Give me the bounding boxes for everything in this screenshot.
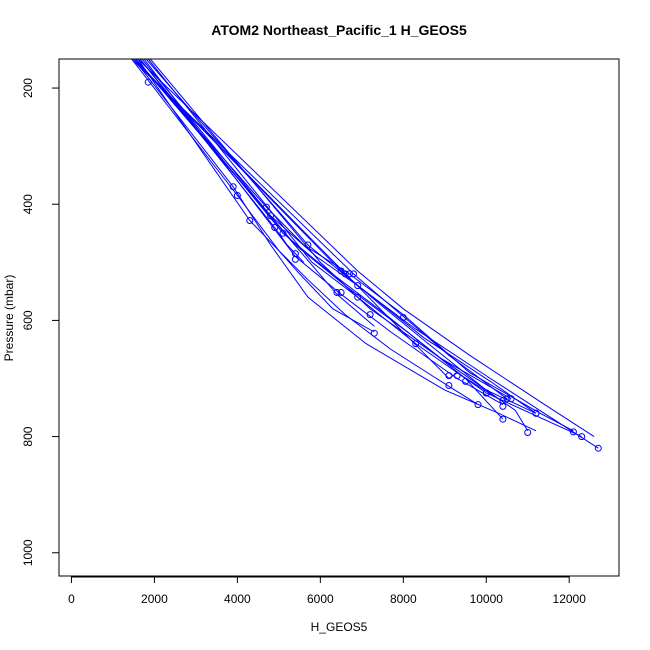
data-point bbox=[445, 372, 453, 380]
data-point bbox=[354, 282, 362, 290]
data-point bbox=[499, 415, 507, 423]
data-point bbox=[532, 409, 540, 417]
data-point bbox=[337, 289, 345, 296]
data-point bbox=[271, 224, 279, 231]
y-tick-label: 1000 bbox=[21, 539, 35, 566]
data-point bbox=[333, 289, 341, 296]
y-tick-label: 400 bbox=[21, 194, 35, 214]
data-point bbox=[524, 429, 532, 436]
profile-line-2 bbox=[131, 59, 375, 333]
profile-line-16 bbox=[135, 59, 375, 327]
data-point bbox=[578, 433, 586, 441]
data-point bbox=[453, 372, 461, 380]
profile-line-1 bbox=[133, 59, 537, 432]
profile-line-3 bbox=[135, 59, 574, 432]
data-point bbox=[337, 267, 345, 275]
data-point bbox=[366, 311, 374, 319]
profile-line-6 bbox=[145, 59, 599, 449]
chart-title: ATOM2 Northeast_Pacific_1 H_GEOS5 bbox=[211, 22, 467, 38]
data-point bbox=[499, 397, 507, 405]
profile-line-17 bbox=[133, 59, 504, 403]
y-tick-label: 600 bbox=[21, 310, 35, 330]
y-axis: 200 400 600 800 1000 bbox=[21, 78, 60, 566]
x-tick-label: 12000 bbox=[553, 592, 587, 606]
data-point bbox=[144, 78, 152, 86]
x-tick-label: 2000 bbox=[141, 592, 168, 606]
y-tick-label: 800 bbox=[21, 426, 35, 446]
y-axis-label: Pressure (mbar) bbox=[2, 275, 16, 362]
data-point bbox=[474, 401, 482, 409]
data-point bbox=[291, 250, 299, 258]
x-tick-label: 6000 bbox=[307, 592, 334, 606]
x-axis-label: H_GEOS5 bbox=[311, 620, 368, 634]
plot-frame bbox=[58, 58, 620, 577]
data-point bbox=[445, 382, 453, 389]
data-point bbox=[233, 192, 241, 199]
profile-line-12 bbox=[131, 59, 508, 400]
data-point bbox=[594, 444, 602, 452]
profile-line-8 bbox=[143, 59, 504, 406]
x-tick-label: 10000 bbox=[470, 592, 504, 606]
profile-line-10 bbox=[149, 59, 529, 432]
profile-line-4 bbox=[137, 59, 479, 406]
profile-line-14 bbox=[137, 59, 595, 438]
profile-line-7 bbox=[139, 59, 512, 400]
y-tick-label: 200 bbox=[21, 78, 35, 98]
x-tick-label: 0 bbox=[68, 592, 75, 606]
x-axis: 0 2000 4000 6000 8000 10000 12000 bbox=[68, 576, 586, 606]
profile-line-9 bbox=[147, 59, 582, 438]
data-point bbox=[246, 217, 254, 224]
data-point bbox=[350, 270, 357, 278]
x-tick-label: 4000 bbox=[224, 592, 251, 606]
data-point bbox=[291, 255, 299, 263]
profile-line-13 bbox=[133, 59, 537, 414]
profile-line-11 bbox=[135, 59, 504, 420]
plot-area bbox=[131, 59, 602, 452]
x-tick-label: 8000 bbox=[390, 592, 417, 606]
